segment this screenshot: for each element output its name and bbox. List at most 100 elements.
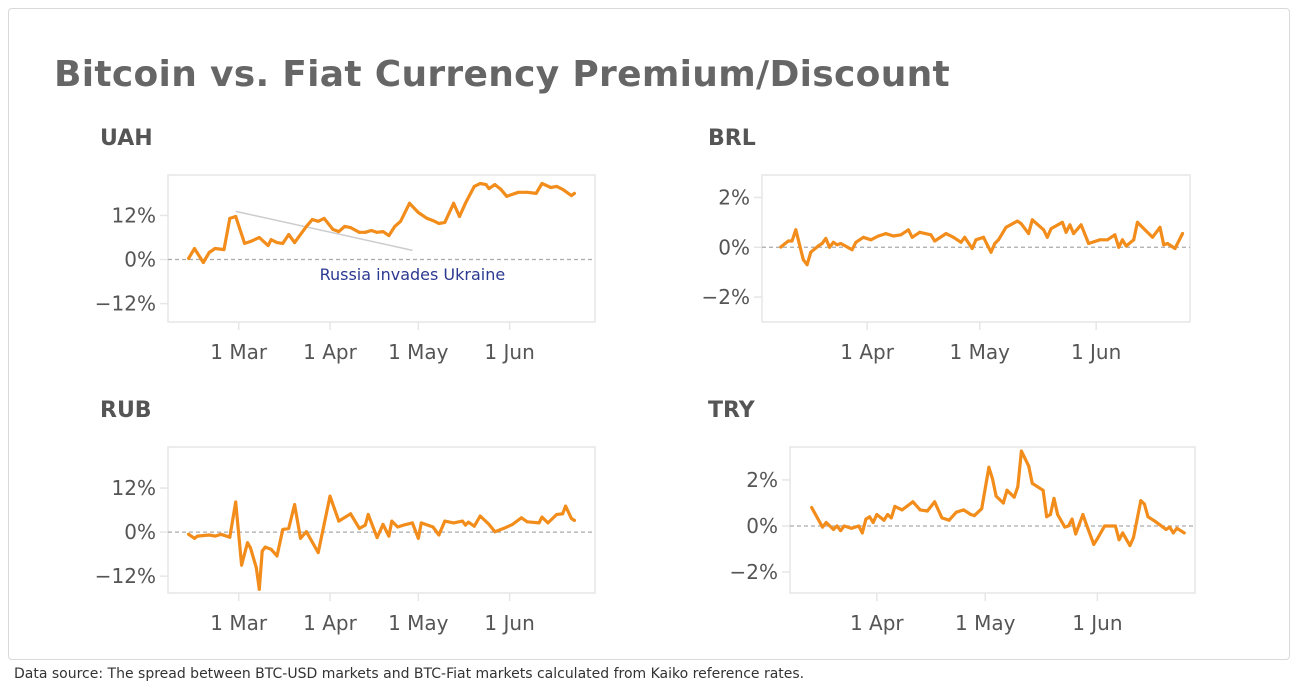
- data-point: [281, 528, 285, 532]
- data-point: [997, 238, 1001, 242]
- data-point: [349, 226, 353, 230]
- data-point: [275, 554, 279, 558]
- data-point: [213, 534, 217, 538]
- data-point: [980, 507, 984, 511]
- data-point: [1074, 532, 1078, 536]
- data-point: [463, 523, 467, 527]
- data-point: [816, 244, 820, 248]
- data-point: [1016, 485, 1020, 489]
- data-point: [1142, 502, 1146, 506]
- data-point: [472, 184, 476, 188]
- data-point: [363, 230, 367, 234]
- data-point: [458, 215, 462, 219]
- data-point: [349, 512, 353, 516]
- y-tick-label: 12%: [112, 203, 156, 227]
- data-point: [331, 227, 335, 231]
- data-point: [1072, 232, 1076, 236]
- annotation-arrow: [235, 210, 413, 252]
- data-point: [304, 530, 308, 534]
- data-point: [831, 527, 835, 531]
- data-point: [1175, 526, 1179, 530]
- data-point: [393, 224, 397, 228]
- data-point: [537, 521, 541, 525]
- data-point: [933, 239, 937, 243]
- data-point: [381, 522, 385, 526]
- x-tick-label: 1 May: [950, 340, 1011, 364]
- panel-title: UAH: [100, 126, 153, 151]
- data-point: [396, 525, 400, 529]
- plot-area: [167, 174, 596, 323]
- data-point: [516, 190, 520, 194]
- data-point: [193, 536, 197, 540]
- data-point: [546, 521, 550, 525]
- data-point: [824, 237, 828, 241]
- data-point: [1019, 449, 1023, 453]
- data-point: [248, 240, 252, 244]
- data-point: [460, 519, 464, 523]
- series-line: [187, 181, 577, 265]
- data-point: [786, 239, 790, 243]
- data-point: [357, 230, 361, 234]
- data-point: [824, 521, 828, 525]
- data-point: [962, 508, 966, 512]
- data-point: [254, 566, 258, 570]
- data-point: [1124, 244, 1128, 248]
- data-point: [369, 228, 373, 232]
- data-point: [228, 535, 232, 539]
- data-point: [809, 250, 813, 254]
- data-point: [246, 541, 250, 545]
- data-point: [564, 504, 568, 508]
- data-point: [399, 219, 403, 223]
- x-tick-label: 1 Jun: [484, 611, 534, 635]
- data-point: [1173, 247, 1177, 250]
- data-point: [951, 235, 955, 239]
- data-point: [431, 525, 435, 529]
- data-point: [1128, 544, 1132, 548]
- data-point: [933, 500, 937, 504]
- data-point: [794, 228, 798, 232]
- page-title: Bitcoin vs. Fiat Currency Premium/Discou…: [54, 54, 951, 95]
- data-point: [511, 522, 515, 526]
- data-point: [219, 532, 223, 536]
- data-point: [821, 525, 825, 529]
- data-point: [1158, 225, 1162, 229]
- data-point: [831, 240, 835, 244]
- data-point: [1052, 496, 1056, 500]
- data-point: [572, 191, 576, 195]
- data-point: [322, 216, 326, 220]
- data-point: [918, 230, 922, 234]
- data-point: [906, 228, 910, 232]
- data-point: [478, 181, 482, 185]
- data-point: [969, 512, 973, 516]
- data-point: [959, 240, 963, 244]
- panel-title: BRL: [708, 126, 756, 151]
- data-point: [1049, 227, 1053, 231]
- data-point: [431, 219, 435, 223]
- data-point: [839, 529, 843, 533]
- data-point: [1066, 524, 1070, 528]
- data-point: [1085, 523, 1089, 527]
- data-point: [974, 238, 978, 242]
- data-point: [234, 500, 238, 504]
- data-point: [842, 524, 846, 528]
- series-line: [187, 494, 577, 591]
- data-point: [287, 526, 291, 530]
- data-point: [1087, 242, 1091, 246]
- plot-area: [167, 446, 596, 594]
- data-point: [1120, 238, 1124, 242]
- data-point: [387, 234, 391, 238]
- panel-rub: RUB 12% 0% −12% 1 Mar 1 Apr 1 May 1 Jun: [95, 398, 596, 635]
- data-point: [869, 238, 873, 242]
- data-point: [266, 244, 270, 248]
- data-point: [195, 534, 199, 538]
- data-point: [260, 549, 264, 553]
- data-point: [1153, 519, 1157, 523]
- data-point: [572, 518, 576, 522]
- data-point: [900, 508, 904, 512]
- data-point: [505, 194, 509, 198]
- data-point: [1012, 495, 1016, 499]
- data-point: [1081, 512, 1085, 516]
- data-point: [375, 536, 379, 540]
- data-point: [407, 201, 411, 205]
- data-point: [987, 465, 991, 469]
